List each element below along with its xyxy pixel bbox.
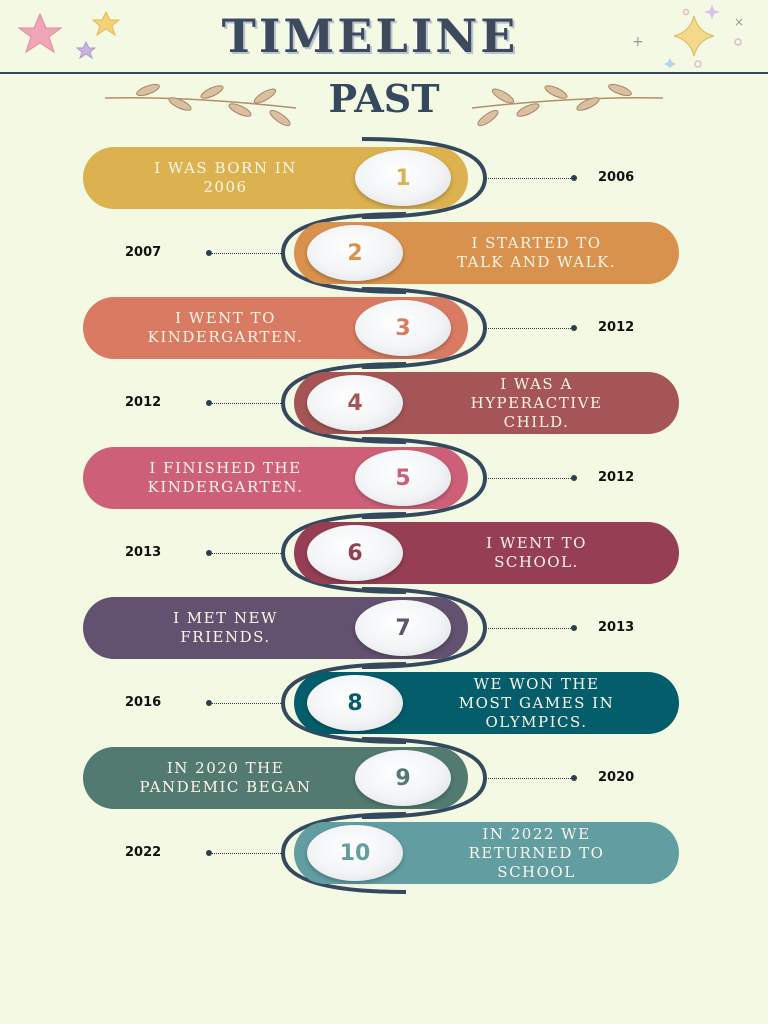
year-connector (210, 853, 283, 854)
year-connector (485, 778, 573, 779)
year-connector (485, 328, 573, 329)
year-connector (210, 703, 283, 704)
event-text: I was born in 2006 (154, 159, 297, 196)
event-year: 2012 (598, 470, 635, 485)
event-number-badge: 2 (307, 225, 403, 281)
event-year: 2012 (125, 395, 162, 410)
year-dot (206, 550, 212, 556)
year-connector (485, 478, 573, 479)
svg-text:×: × (734, 15, 744, 29)
event-year: 2020 (598, 770, 635, 785)
page-title: TIMELINE (221, 9, 519, 63)
timeline-curve (280, 512, 407, 594)
year-dot (571, 625, 577, 631)
year-dot (571, 775, 577, 781)
event-year: 2016 (125, 695, 162, 710)
star-cluster-icon (17, 10, 121, 60)
year-connector (485, 178, 573, 179)
event-number-badge: 3 (355, 300, 451, 356)
event-number-badge: 5 (355, 450, 451, 506)
event-year: 2006 (598, 170, 635, 185)
timeline-curve (280, 212, 407, 294)
event-text: I went to kindergarten. (147, 309, 304, 346)
event-year: 2013 (125, 545, 162, 560)
svg-text:+: + (632, 34, 644, 50)
year-dot (206, 700, 212, 706)
sparkle-cluster-icon: + × (632, 4, 744, 68)
event-number-badge: 4 (307, 375, 403, 431)
event-number-badge: 6 (307, 525, 403, 581)
year-connector (210, 253, 283, 254)
event-number-badge: 1 (355, 150, 451, 206)
event-number-badge: 8 (307, 675, 403, 731)
event-text: I started to talk and walk. (456, 234, 617, 271)
year-dot (571, 325, 577, 331)
year-dot (571, 475, 577, 481)
year-dot (571, 175, 577, 181)
event-text: I finished the kindergarten. (147, 459, 304, 496)
year-connector (210, 553, 283, 554)
timeline-curve (280, 362, 407, 444)
event-year: 2007 (125, 245, 162, 260)
laurel-branch-icon (104, 83, 297, 127)
event-number-badge: 10 (307, 825, 403, 881)
event-year: 2013 (598, 620, 635, 635)
event-year: 2012 (598, 320, 635, 335)
timeline-curve (280, 812, 407, 894)
event-text: In 2020 the pandemic began (139, 759, 312, 796)
year-dot (206, 400, 212, 406)
event-year: 2022 (125, 845, 162, 860)
year-dot (206, 850, 212, 856)
event-text: In 2022 we returned to school (468, 824, 605, 881)
event-number-badge: 7 (355, 600, 451, 656)
timeline-curve (280, 662, 407, 744)
year-connector (485, 628, 573, 629)
event-number-badge: 9 (355, 750, 451, 806)
laurel-branch-icon (471, 83, 664, 127)
event-text: I went to school. (486, 534, 587, 571)
title-band: TIMELINE + × (0, 0, 768, 74)
event-text: I met new friends. (173, 609, 278, 646)
section-subtitle: PAST (328, 76, 440, 121)
event-text: I was a hyperactive child. (470, 374, 603, 431)
event-text: We won the most games in Olympics. (458, 674, 615, 731)
year-connector (210, 403, 283, 404)
year-dot (206, 250, 212, 256)
